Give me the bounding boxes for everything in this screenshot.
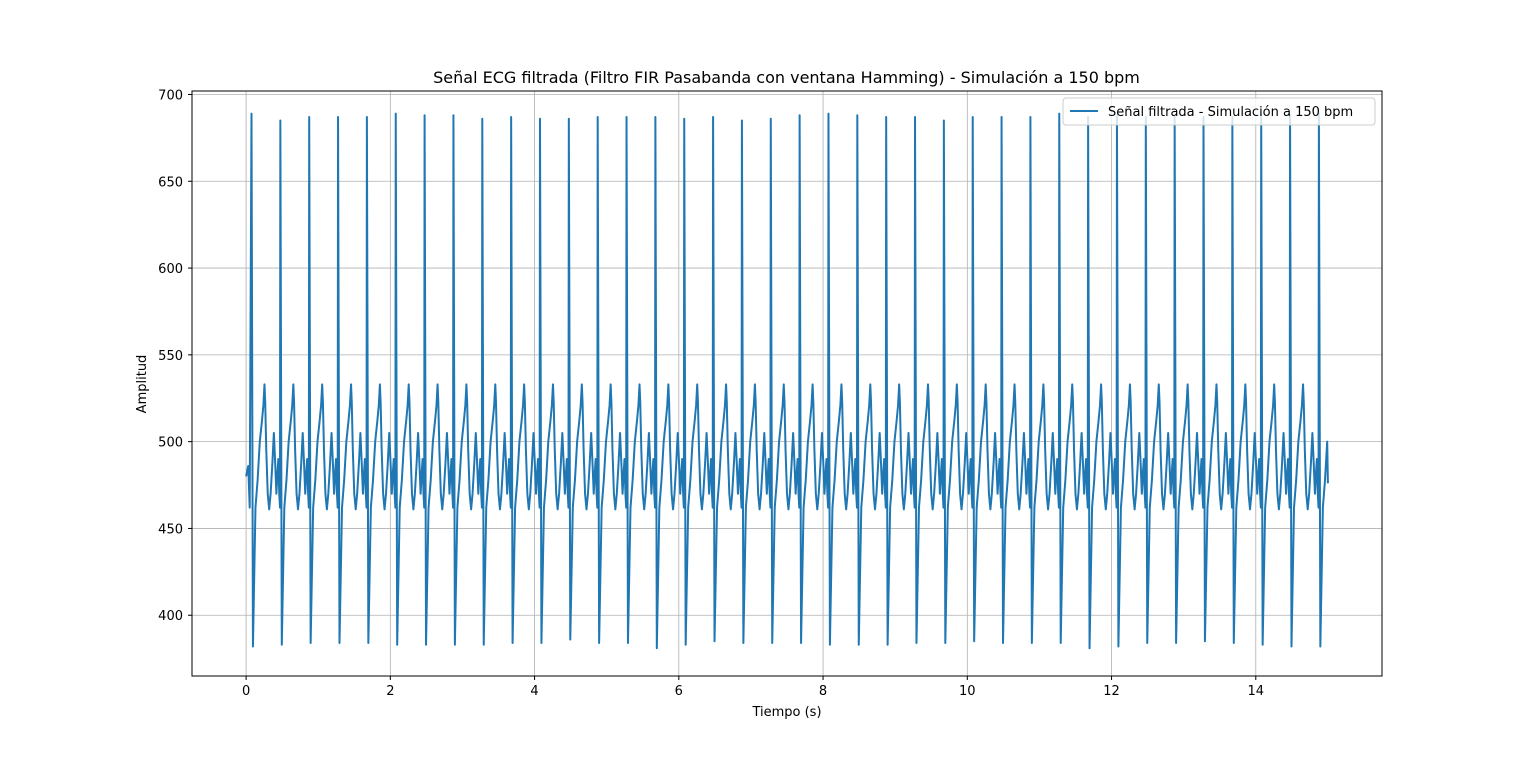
x-tick-label: 8 [819, 684, 827, 699]
x-tick-label: 4 [530, 684, 538, 699]
y-tick-label: 450 [158, 522, 183, 537]
legend-box [1062, 97, 1376, 126]
legend: Señal filtrada - Simulación a 150 bpm [1062, 97, 1376, 126]
x-tick-label: 10 [959, 684, 976, 699]
x-tick-label: 12 [1103, 684, 1120, 699]
plot-area [245, 112, 1329, 650]
x-axis-label: Tiempo (s) [751, 705, 821, 720]
y-tick-label: 600 [158, 262, 183, 277]
x-tick-label: 2 [386, 684, 394, 699]
y-tick-label: 650 [158, 175, 183, 190]
legend-series-label: Señal filtrada - Simulación a 150 bpm [1108, 105, 1353, 120]
x-tick-label: 14 [1248, 684, 1265, 699]
x-axis-ticks: 0 2 4 6 8 10 12 14 [242, 676, 1264, 699]
y-tick-label: 550 [158, 349, 183, 364]
y-tick-label: 500 [158, 436, 183, 451]
x-tick-label: 0 [242, 684, 250, 699]
y-tick-label: 400 [158, 609, 183, 624]
x-tick-label: 6 [675, 684, 683, 699]
y-axis-ticks: 400 450 500 550 600 650 700 [158, 88, 192, 624]
chart-title: Señal ECG filtrada (Filtro FIR Pasabanda… [433, 68, 1140, 87]
y-axis-label: Amplitud [135, 355, 150, 414]
y-tick-label: 700 [158, 88, 183, 103]
ecg-series-line [245, 112, 1329, 650]
axes-frame [191, 90, 1383, 677]
